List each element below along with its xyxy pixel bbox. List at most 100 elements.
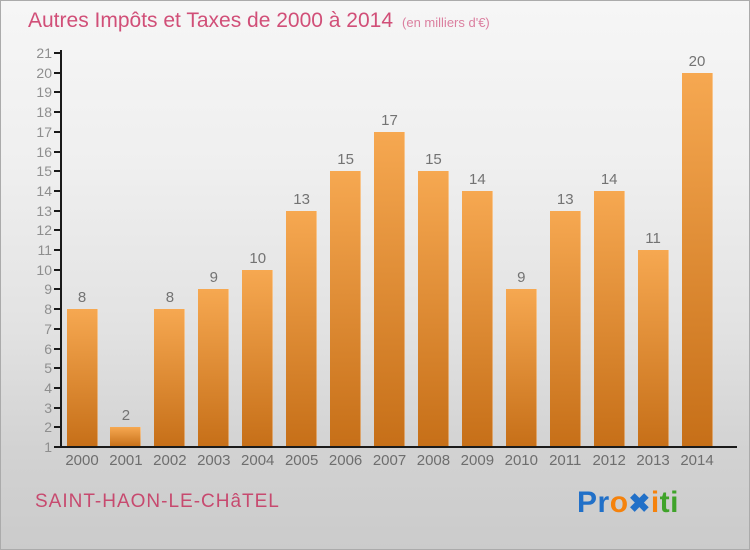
y-axis-tick-label: 10 bbox=[36, 261, 52, 278]
logo-letter: t bbox=[659, 486, 671, 519]
y-axis-tick-label: 6 bbox=[44, 340, 52, 357]
y-axis-tick bbox=[54, 130, 61, 133]
x-tick-label: 2003 bbox=[197, 452, 231, 469]
y-axis-tick-label: 18 bbox=[36, 104, 52, 121]
bar bbox=[461, 190, 493, 447]
y-axis-tick bbox=[54, 327, 61, 330]
y-axis-tick bbox=[54, 170, 61, 173]
bar bbox=[154, 309, 186, 447]
bar bbox=[66, 309, 98, 447]
y-axis-tick-label: 20 bbox=[36, 64, 52, 81]
y-axis-tick bbox=[54, 367, 61, 370]
bar-value-label: 13 bbox=[293, 190, 310, 208]
x-tick-label: 2012 bbox=[592, 452, 626, 469]
x-tick-label: 2007 bbox=[372, 452, 407, 469]
y-axis-tick-label: 1 bbox=[44, 439, 52, 455]
y-axis-tick-label: 17 bbox=[36, 123, 52, 140]
y-axis-tick bbox=[54, 52, 61, 54]
logo-letter: o bbox=[609, 486, 629, 519]
x-tick-label: 2001 bbox=[109, 452, 143, 469]
bar bbox=[549, 210, 581, 447]
x-tick-label: 2000 bbox=[65, 452, 99, 469]
y-axis-tick-label: 5 bbox=[44, 360, 52, 377]
bar-value-label: 20 bbox=[688, 52, 706, 70]
y-axis-tick-label: 7 bbox=[44, 320, 52, 337]
y-axis-tick bbox=[54, 71, 61, 74]
x-tick-label: 2006 bbox=[328, 452, 363, 469]
bar bbox=[374, 131, 405, 447]
x-tick-label: 2011 bbox=[549, 452, 582, 469]
y-axis-tick bbox=[54, 446, 61, 448]
x-tick-label: 2005 bbox=[284, 452, 319, 469]
y-axis-tick bbox=[54, 111, 61, 114]
logo-letter: P bbox=[577, 486, 598, 519]
bar bbox=[286, 210, 318, 447]
bar bbox=[417, 171, 449, 447]
x-tick-label: 2010 bbox=[504, 452, 538, 469]
bar-value-label: 8 bbox=[165, 289, 175, 307]
title-line: Autres Impôts et Taxes de 2000 à 2014 (en… bbox=[28, 9, 490, 33]
y-axis-tick bbox=[54, 347, 61, 350]
logo-letter: r bbox=[597, 486, 610, 519]
bar-value-label: 15 bbox=[425, 151, 442, 169]
x-tick-label: 2014 bbox=[680, 452, 714, 469]
y-axis-tick-label: 13 bbox=[36, 202, 52, 219]
y-axis-tick-label: 11 bbox=[37, 242, 52, 258]
logo-letter-x: ✖ bbox=[628, 488, 651, 518]
y-axis-tick-label: 12 bbox=[36, 222, 52, 239]
place-name-label: SAINT-HAON-LE-CHâTEL bbox=[35, 491, 280, 512]
bar bbox=[110, 427, 142, 447]
y-axis-tick bbox=[54, 249, 61, 251]
bar bbox=[593, 190, 625, 447]
bar bbox=[242, 269, 274, 447]
y-axis-tick-label: 15 bbox=[36, 163, 52, 180]
x-axis-line bbox=[60, 446, 737, 448]
bar-value-label: 9 bbox=[209, 269, 218, 287]
bar-value-label: 11 bbox=[645, 230, 661, 247]
bar-value-label: 15 bbox=[337, 151, 354, 169]
x-tick-label: 2013 bbox=[636, 452, 670, 469]
bar bbox=[198, 289, 230, 447]
chart-title: Autres Impôts et Taxes de 2000 à 2014 bbox=[28, 9, 394, 32]
y-axis-tick-label: 9 bbox=[44, 281, 52, 298]
y-axis-tick bbox=[54, 229, 61, 232]
logo-letter: i bbox=[650, 486, 660, 519]
bar-value-label: 8 bbox=[77, 289, 87, 307]
y-axis-tick bbox=[54, 406, 61, 409]
bar-value-label: 17 bbox=[381, 111, 398, 129]
bar bbox=[637, 250, 669, 447]
y-axis-tick-label: 4 bbox=[44, 379, 52, 396]
x-tick-label: 2004 bbox=[241, 452, 275, 469]
y-axis-tick bbox=[54, 386, 61, 389]
y-axis-tick-label: 3 bbox=[44, 399, 52, 416]
x-tick-label: 2002 bbox=[153, 452, 187, 469]
bar-value-label: 9 bbox=[517, 269, 526, 287]
bar-value-label: 10 bbox=[249, 249, 267, 267]
y-axis-tick-label: 19 bbox=[36, 84, 52, 101]
x-tick-label: 2009 bbox=[460, 452, 495, 469]
y-axis-tick-label: 14 bbox=[36, 182, 52, 199]
bar-value-label: 14 bbox=[469, 170, 486, 188]
y-axis-line bbox=[60, 50, 62, 448]
bar-value-label: 13 bbox=[556, 190, 574, 208]
chart-subtitle: (en milliers d'€) bbox=[402, 15, 490, 30]
y-axis-tick bbox=[54, 91, 61, 94]
bar bbox=[681, 72, 713, 447]
y-axis-tick bbox=[54, 426, 61, 429]
logo-letter: i bbox=[670, 486, 680, 519]
y-axis-tick-label: 8 bbox=[44, 301, 52, 318]
y-axis-tick bbox=[54, 288, 61, 291]
proxiti-logo[interactable]: Pro✖iti bbox=[577, 486, 679, 520]
y-axis-tick bbox=[54, 268, 61, 271]
y-axis-tick bbox=[54, 308, 61, 311]
bar-value-label: 14 bbox=[600, 170, 618, 188]
bar bbox=[505, 289, 537, 447]
y-axis-tick-label: 2 bbox=[44, 419, 52, 436]
y-axis-tick-label: 16 bbox=[36, 143, 52, 160]
bar bbox=[330, 171, 362, 447]
x-tick-label: 2008 bbox=[416, 452, 451, 469]
y-axis-tick bbox=[54, 189, 61, 192]
bar-value-label: 2 bbox=[121, 407, 131, 425]
y-axis-tick bbox=[54, 209, 61, 212]
